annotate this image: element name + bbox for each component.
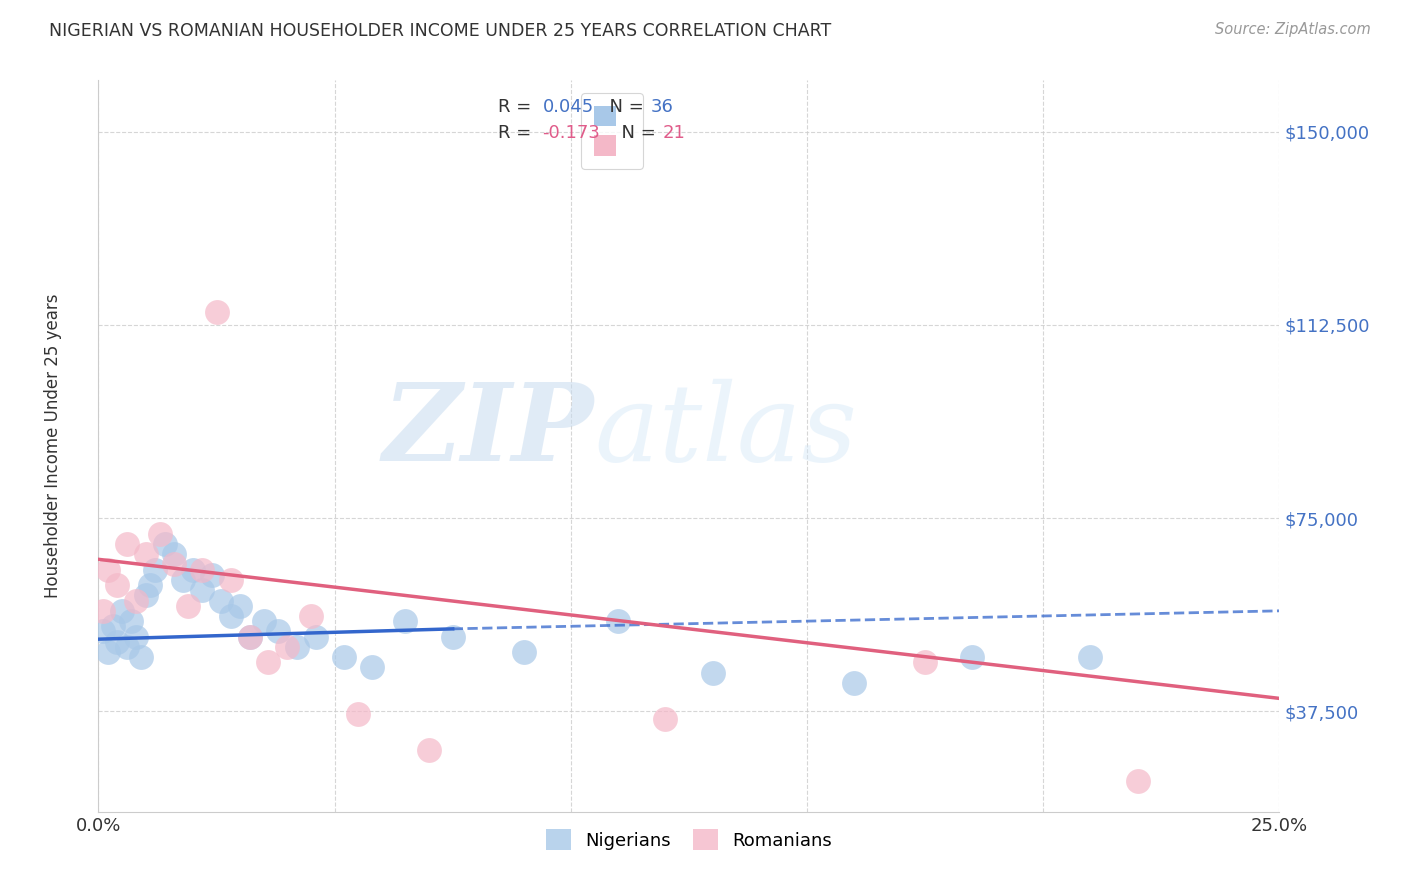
Text: N =: N =	[610, 124, 661, 142]
Point	[181, 563, 204, 577]
Text: R =: R =	[498, 124, 537, 142]
Point	[394, 614, 416, 628]
Point	[219, 609, 242, 624]
Point	[105, 634, 128, 648]
Point	[205, 305, 228, 319]
Point	[276, 640, 298, 654]
Text: Householder Income Under 25 years: Householder Income Under 25 years	[45, 293, 62, 599]
Point	[607, 614, 630, 628]
Point	[209, 593, 232, 607]
Text: atlas: atlas	[595, 379, 858, 484]
Point	[418, 743, 440, 757]
Point	[91, 604, 114, 618]
Point	[1126, 773, 1149, 788]
Point	[105, 578, 128, 592]
Point	[305, 630, 328, 644]
Point	[253, 614, 276, 628]
Point	[135, 588, 157, 602]
Point	[285, 640, 308, 654]
Point	[191, 583, 214, 598]
Point	[125, 593, 148, 607]
Point	[1080, 650, 1102, 665]
Point	[115, 537, 138, 551]
Point	[347, 706, 370, 721]
Point	[512, 645, 534, 659]
Point	[139, 578, 162, 592]
Point	[97, 645, 120, 659]
Point	[229, 599, 252, 613]
Point	[121, 614, 143, 628]
Point	[129, 650, 152, 665]
Point	[654, 712, 676, 726]
Text: -0.173: -0.173	[543, 124, 600, 142]
Point	[201, 567, 224, 582]
Text: 0.045: 0.045	[543, 98, 593, 116]
Point	[962, 650, 984, 665]
Point	[267, 624, 290, 639]
Point	[97, 563, 120, 577]
Point	[115, 640, 138, 654]
Point	[101, 619, 124, 633]
Text: Source: ZipAtlas.com: Source: ZipAtlas.com	[1215, 22, 1371, 37]
Point	[361, 660, 384, 674]
Point	[149, 526, 172, 541]
Point	[153, 537, 176, 551]
Point	[702, 665, 724, 680]
Text: N =: N =	[598, 98, 650, 116]
Text: 36: 36	[651, 98, 673, 116]
Point	[239, 630, 262, 644]
Point	[143, 563, 166, 577]
Point	[111, 604, 134, 618]
Point	[333, 650, 356, 665]
Point	[191, 563, 214, 577]
Text: R =: R =	[498, 98, 537, 116]
Point	[299, 609, 322, 624]
Point	[172, 573, 194, 587]
Point	[914, 656, 936, 670]
Point	[91, 624, 114, 639]
Text: 21: 21	[664, 124, 686, 142]
Point	[135, 547, 157, 561]
Point	[441, 630, 464, 644]
Point	[257, 656, 280, 670]
Point	[239, 630, 262, 644]
Point	[219, 573, 242, 587]
Point	[844, 676, 866, 690]
Text: NIGERIAN VS ROMANIAN HOUSEHOLDER INCOME UNDER 25 YEARS CORRELATION CHART: NIGERIAN VS ROMANIAN HOUSEHOLDER INCOME …	[49, 22, 831, 40]
Point	[177, 599, 200, 613]
Legend: Nigerians, Romanians: Nigerians, Romanians	[538, 822, 839, 857]
Text: ZIP: ZIP	[382, 378, 595, 484]
Point	[163, 558, 186, 572]
Point	[163, 547, 186, 561]
Point	[125, 630, 148, 644]
